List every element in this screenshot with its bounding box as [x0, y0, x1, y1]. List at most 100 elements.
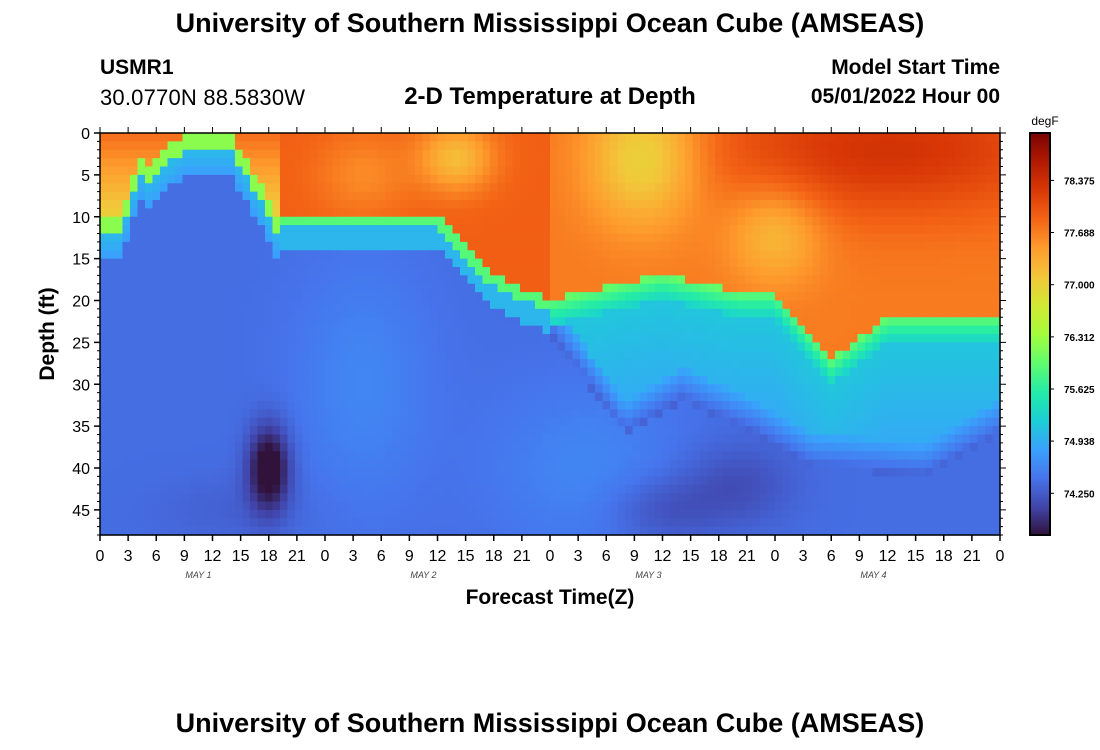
heatmap-cell: [662, 375, 671, 385]
heatmap-cell: [302, 216, 311, 226]
heatmap-cell: [797, 317, 806, 327]
heatmap-cell: [265, 325, 274, 335]
heatmap-cell: [985, 225, 994, 235]
heatmap-cell: [535, 200, 544, 209]
heatmap-cell: [437, 200, 446, 209]
heatmap-cell: [602, 133, 611, 142]
heatmap-cell: [535, 183, 544, 193]
heatmap-cell: [520, 459, 529, 469]
heatmap-cell: [932, 233, 941, 243]
heatmap-cell: [655, 258, 664, 268]
heatmap-cell: [955, 149, 964, 159]
heatmap-cell: [985, 384, 994, 394]
heatmap-cell: [655, 166, 664, 176]
heatmap-cell: [280, 367, 289, 377]
heatmap-cell: [340, 325, 349, 335]
heatmap-cell: [497, 200, 506, 209]
heatmap-cell: [460, 384, 469, 394]
heatmap-cell: [970, 442, 979, 452]
heatmap-cell: [872, 149, 881, 159]
heatmap-cell: [257, 325, 266, 335]
heatmap-cell: [902, 258, 911, 268]
heatmap-cell: [745, 401, 754, 410]
heatmap-cell: [227, 442, 236, 452]
heatmap-cell: [257, 442, 266, 452]
heatmap-cell: [122, 451, 131, 461]
heatmap-cell: [137, 267, 146, 276]
heatmap-cell: [310, 325, 319, 335]
heatmap-cell: [655, 141, 664, 151]
heatmap-cell: [182, 409, 191, 419]
heatmap-cell: [730, 258, 739, 268]
heatmap-cell: [775, 233, 784, 243]
heatmap-cell: [857, 468, 866, 477]
heatmap-cell: [152, 350, 161, 360]
heatmap-cell: [325, 434, 334, 444]
heatmap-cell: [572, 417, 581, 427]
heatmap-cell: [355, 141, 364, 151]
heatmap-cell: [497, 300, 506, 310]
heatmap-cell: [317, 459, 326, 469]
heatmap-cell: [662, 417, 671, 427]
heatmap-cell: [242, 392, 251, 402]
heatmap-cell: [962, 200, 971, 209]
heatmap-cell: [677, 359, 686, 369]
heatmap-cell: [460, 250, 469, 260]
heatmap-cell: [677, 417, 686, 427]
heatmap-cell: [377, 359, 386, 369]
heatmap-cell: [272, 200, 281, 209]
heatmap-cell: [887, 200, 896, 209]
heatmap-cell: [977, 225, 986, 235]
heatmap-cell: [992, 334, 1001, 343]
heatmap-cell: [362, 451, 371, 461]
heatmap-cell: [625, 258, 634, 268]
heatmap-cell: [962, 225, 971, 235]
heatmap-cell: [992, 149, 1001, 159]
heatmap-cell: [557, 250, 566, 260]
heatmap-cell: [947, 292, 956, 302]
heatmap-cell: [250, 158, 259, 168]
heatmap-cell: [430, 275, 439, 285]
heatmap-cell: [332, 292, 341, 302]
heatmap-cell: [880, 468, 889, 477]
heatmap-cell: [505, 434, 514, 444]
heatmap-cell: [827, 292, 836, 302]
heatmap-cell: [122, 426, 131, 436]
heatmap-cell: [760, 401, 769, 410]
heatmap-cell: [527, 241, 536, 251]
heatmap-cell: [880, 417, 889, 427]
heatmap-cell: [325, 258, 334, 268]
heatmap-cell: [572, 141, 581, 151]
heatmap-cell: [242, 359, 251, 369]
heatmap-cell: [872, 292, 881, 302]
heatmap-cell: [782, 325, 791, 335]
heatmap-cell: [692, 133, 701, 142]
heatmap-cell: [385, 317, 394, 327]
heatmap-cell: [752, 133, 761, 142]
heatmap-cell: [602, 141, 611, 151]
heatmap-cell: [917, 233, 926, 243]
heatmap-cell: [190, 133, 199, 142]
heatmap-cell: [917, 141, 926, 151]
heatmap-cell: [497, 174, 506, 184]
heatmap-cell: [947, 250, 956, 260]
heatmap-cell: [122, 200, 131, 209]
heatmap-cell: [377, 208, 386, 218]
heatmap-cell: [175, 233, 184, 243]
heatmap-cell: [550, 292, 559, 302]
heatmap-cell: [287, 334, 296, 343]
heatmap-cell: [310, 350, 319, 360]
heatmap-cell: [145, 342, 154, 352]
heatmap-cell: [677, 292, 686, 302]
heatmap-cell: [977, 149, 986, 159]
heatmap-cell: [730, 409, 739, 419]
heatmap-cell: [887, 292, 896, 302]
heatmap-cell: [970, 149, 979, 159]
heatmap-cell: [640, 250, 649, 260]
heatmap-cell: [385, 158, 394, 168]
heatmap-cell: [760, 392, 769, 402]
heatmap-cell: [385, 174, 394, 184]
heatmap-cell: [722, 250, 731, 260]
heatmap-cell: [595, 359, 604, 369]
heatmap-cell: [880, 141, 889, 151]
